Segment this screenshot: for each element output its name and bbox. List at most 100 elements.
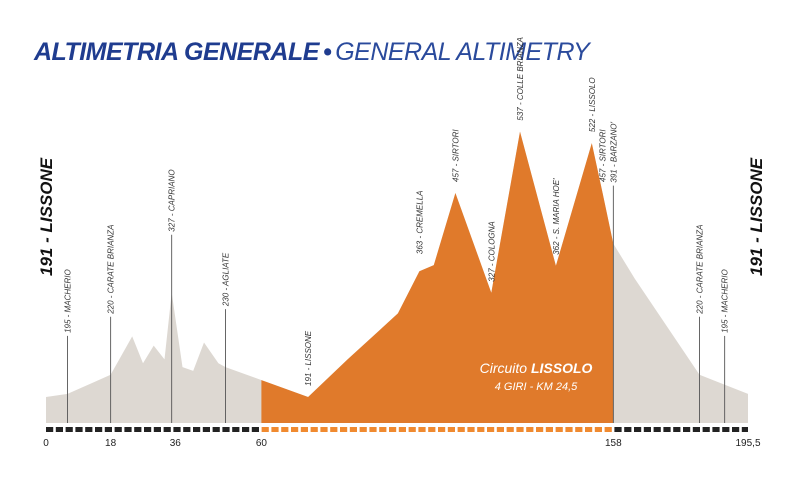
axis-segment: [55, 427, 63, 432]
axis-segment: [594, 427, 602, 432]
axis-segment: [741, 427, 748, 432]
axis-segment: [565, 427, 573, 432]
axis-segment: [193, 427, 201, 432]
axis-segment: [183, 427, 191, 432]
x-tick-label: 158: [605, 438, 622, 449]
annotation-label: 522 - LISSOLO: [588, 77, 597, 132]
axis-segment: [85, 427, 93, 432]
axis-segment: [202, 427, 210, 432]
axis-segment: [173, 427, 181, 432]
axis-segment: [134, 427, 142, 432]
title-subtitle: GENERAL ALTIMETRY: [335, 38, 590, 66]
axis-bar: [46, 427, 748, 432]
x-tick-label: 18: [105, 438, 117, 449]
axis-segment: [575, 427, 583, 432]
axis-segment: [251, 427, 259, 432]
axis-segment: [624, 427, 632, 432]
axis-segment: [663, 427, 671, 432]
axis-segment: [536, 427, 544, 432]
axis-segment: [144, 427, 152, 432]
axis-segment: [46, 427, 54, 432]
annotation-label: 220 - CARATE BRIANZA: [696, 225, 705, 315]
axis-segment: [643, 427, 651, 432]
annotation-labels-group: 195 - MACHERIO 220 - CARATE BRIANZA 327 - …: [64, 37, 730, 386]
axis-segment: [232, 427, 240, 432]
axis-segment: [545, 427, 553, 432]
circuit-name-prefix: Circuito: [480, 360, 531, 376]
axis-segment: [359, 427, 367, 432]
start-town-label: 191 - LISSONE: [37, 157, 56, 276]
axis-segment: [163, 427, 171, 432]
axis-segment: [506, 427, 514, 432]
axis-segment: [408, 427, 416, 432]
annotation-label: 363 - CREMELLA: [415, 191, 424, 255]
axis-segment: [447, 427, 455, 432]
circuit-detail-label: 4 GIRI - KM 24,5: [495, 381, 578, 393]
circuit-name-label: Circuito LISSOLO: [480, 360, 593, 376]
annotation-label: 220 - CARATE BRIANZA: [107, 225, 116, 315]
axis-segment: [242, 427, 250, 432]
axis-segment: [379, 427, 387, 432]
axis-segment: [477, 427, 485, 432]
annotation-label: 195 - MACHERIO: [64, 269, 73, 333]
axis-segment: [95, 427, 103, 432]
x-tick-label: 195,5: [735, 438, 760, 449]
axis-segment: [310, 427, 318, 432]
end-town-label: 191 - LISSONE: [747, 157, 766, 276]
axis-segment: [271, 427, 279, 432]
axis-segment: [496, 427, 504, 432]
profile-area-group: [46, 131, 748, 423]
axis-segment: [702, 427, 710, 432]
annotation-label: 457 - SIRTORI: [599, 129, 608, 182]
axis-segment: [320, 427, 328, 432]
axis-segment: [428, 427, 436, 432]
axis-segment: [438, 427, 446, 432]
axis-segment: [212, 427, 220, 432]
axis-segment: [114, 427, 122, 432]
axis-segment: [389, 427, 397, 432]
distance-axis-group: [46, 427, 748, 432]
axis-segment: [104, 427, 112, 432]
axis-segment: [261, 427, 269, 432]
axis-segment: [65, 427, 73, 432]
annotation-label: 391 - BARZANO': [609, 121, 618, 182]
axis-segment: [330, 427, 338, 432]
axis-segment: [340, 427, 348, 432]
tick-labels-group: 0 18 36 60 158 195,5: [43, 438, 761, 449]
axis-segment: [526, 427, 534, 432]
axis-segment: [604, 427, 612, 432]
annotation-label: 327 - COLOGNA: [487, 221, 496, 281]
annotation-label: 362 - S. MARIA HOE': [552, 178, 561, 255]
axis-segment: [683, 427, 691, 432]
annotation-label: 195 - MACHERIO: [721, 269, 730, 333]
annotation-lines-group: [67, 185, 726, 423]
annotation-label: 457 - SIRTORI: [451, 129, 460, 182]
axis-segment: [398, 427, 406, 432]
title-separator: •: [322, 38, 332, 66]
annotation-label: 191 - LISSONE: [304, 330, 313, 386]
x-tick-label: 36: [170, 438, 182, 449]
title-main: ALTIMETRIA GENERALE: [34, 38, 319, 66]
axis-segment: [722, 427, 730, 432]
axis-segment: [153, 427, 161, 432]
circuit-label-group: Circuito LISSOLO 4 GIRI - KM 24,5: [480, 360, 593, 393]
circuit-name-main: LISSOLO: [531, 360, 593, 376]
axis-segment: [487, 427, 495, 432]
circuit-area: [261, 131, 614, 423]
axis-segment: [653, 427, 661, 432]
axis-segment: [467, 427, 475, 432]
axis-segment: [555, 427, 563, 432]
axis-segment: [614, 427, 622, 432]
annotation-label: 327 - CAPRIANO: [168, 169, 177, 231]
axis-segment: [457, 427, 465, 432]
axis-segment: [281, 427, 289, 432]
axis-segment: [732, 427, 740, 432]
x-tick-label: 60: [256, 438, 268, 449]
axis-segment: [349, 427, 357, 432]
axis-segment: [124, 427, 132, 432]
axis-segment: [712, 427, 720, 432]
chart-title: ALTIMETRIA GENERALE • GENERAL ALTIMETRY: [34, 38, 590, 67]
axis-segment: [585, 427, 593, 432]
axis-segment: [369, 427, 377, 432]
axis-segment: [291, 427, 299, 432]
